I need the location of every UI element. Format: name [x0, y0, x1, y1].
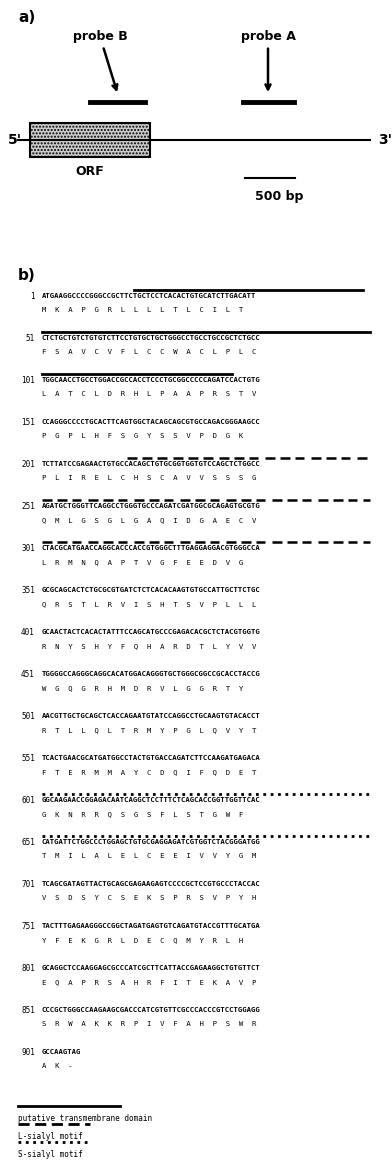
Bar	[30, 122, 150, 157]
Text: 1: 1	[30, 292, 35, 301]
Text: L  R  M  N  Q  A  P  T  V  G  F  E  E  D  V  G: L R M N Q A P T V G F E E D V G	[42, 559, 243, 566]
Text: Q  M  L  G  S  G  L  G  A  Q  I  D  G  A  E  C  V: Q M L G S G L G A Q I D G A E C V	[42, 517, 256, 524]
Text: A  K  -: A K -	[42, 1063, 73, 1069]
Text: b): b)	[18, 268, 36, 283]
Text: TACTTTGAGAAGGGCCGGCTAGATGAGTGTCAGATGTACCGTTTGCATGA: TACTTTGAGAAGGGCCGGCTAGATGAGTGTCAGATGTACC…	[42, 923, 261, 929]
Text: 451: 451	[21, 669, 35, 679]
Text: TCAGCGATAGTTACTGCAGCGAGAAGAGTCCCCGCTCCGTGCCCTACCAC: TCAGCGATAGTTACTGCAGCGAGAAGAGTCCCCGCTCCGT…	[42, 881, 261, 887]
Text: E  Q  A  P  R  S  A  H  R  F  I  T  E  K  A  V  P: E Q A P R S A H R F I T E K A V P	[42, 979, 256, 985]
Text: 51: 51	[26, 333, 35, 343]
Text: CTACGCATGAACCAGGCACCCACCGTGGGCTTTGAGGAGGACGTGGGCCA: CTACGCATGAACCAGGCACCCACCGTGGGCTTTGAGGAGG…	[42, 545, 261, 552]
Text: V  S  D  S  Y  C  S  E  K  S  P  R  S  V  P  Y  H: V S D S Y C S E K S P R S V P Y H	[42, 895, 256, 901]
Text: 500 bp: 500 bp	[255, 190, 303, 203]
Text: P  G  P  L  H  F  S  G  Y  S  S  V  P  D  G  K: P G P L H F S G Y S S V P D G K	[42, 433, 243, 440]
Text: 401: 401	[21, 627, 35, 637]
Text: 201: 201	[21, 459, 35, 469]
Text: TCACTGAACGCATGATGGCCTACTGTGACCAGATCTTCCAAGATGAGACA: TCACTGAACGCATGATGGCCTACTGTGACCAGATCTTCCA…	[42, 756, 261, 761]
Text: R  N  Y  S  H  Y  F  Q  H  A  R  D  T  L  Y  V  V: R N Y S H Y F Q H A R D T L Y V V	[42, 642, 256, 649]
Text: CCAGGGCCCCTGCACTTCAGTGGCTACAGCAGCGTGCCAGACGGGAAGCC: CCAGGGCCCCTGCACTTCAGTGGCTACAGCAGCGTGCCAG…	[42, 419, 261, 426]
Text: 151: 151	[21, 417, 35, 427]
Text: CTCTGCTGTCTGTGTCTTCCTGTGCTGCTGGGCCTGCCTGCCGCTCTGCC: CTCTGCTGTCTGTGTCTTCCTGTGCTGCTGGGCCTGCCTG…	[42, 335, 261, 340]
Text: TGGGGCCAGGGCAGGCACATGGACAGGGTGCTGGGCGGCCGCACCTACCG: TGGGGCCAGGGCAGGCACATGGACAGGGTGCTGGGCGGCC…	[42, 670, 261, 677]
Text: L  A  T  C  L  D  R  H  L  P  A  A  P  R  S  T  V: L A T C L D R H L P A A P R S T V	[42, 391, 256, 396]
Text: T  M  I  L  A  L  E  L  C  E  E  I  V  V  Y  G  M: T M I L A L E L C E E I V V Y G M	[42, 854, 256, 859]
Text: a): a)	[18, 10, 35, 24]
Text: 701: 701	[21, 879, 35, 888]
Text: probe B: probe B	[73, 30, 127, 90]
Text: 551: 551	[21, 753, 35, 763]
Text: AACGTTGCTGCAGCTCACCAGAATGTATCCAGGCCTGCAAGTGTACACCT: AACGTTGCTGCAGCTCACCAGAATGTATCCAGGCCTGCAA…	[42, 712, 261, 719]
Text: F  S  A  V  C  V  F  L  C  C  W  A  C  L  P  L  C: F S A V C V F L C C W A C L P L C	[42, 349, 256, 354]
Text: CCCGCTGGGCCAAGAAGCGACCCATCGTGTTCGCCCACCCGTCCTGGAGG: CCCGCTGGGCCAAGAAGCGACCCATCGTGTTCGCCCACCC…	[42, 1007, 261, 1013]
Text: GCAGGCTCCAAGGAGCGCCCATCGCTTCATTACCGAGAAGGCTGTGTTCT: GCAGGCTCCAAGGAGCGCCCATCGCTTCATTACCGAGAAG…	[42, 965, 261, 971]
Text: R  T  L  L  Q  L  T  R  M  Y  P  G  L  Q  V  Y  T: R T L L Q L T R M Y P G L Q V Y T	[42, 728, 256, 733]
Text: S  R  W  A  K  K  R  P  I  V  F  A  H  P  S  W  R: S R W A K K R P I V F A H P S W R	[42, 1021, 256, 1027]
Text: 301: 301	[21, 543, 35, 553]
Text: ORF: ORF	[76, 166, 104, 178]
Text: putative transmembrane domain: putative transmembrane domain	[18, 1114, 152, 1123]
Text: S-sialyl motif: S-sialyl motif	[18, 1150, 83, 1159]
Text: GCCAAGTAG: GCCAAGTAG	[42, 1049, 82, 1055]
Text: 851: 851	[21, 1005, 35, 1014]
Text: 101: 101	[21, 375, 35, 385]
Text: 5': 5'	[8, 133, 22, 147]
Text: 501: 501	[21, 711, 35, 721]
Text: P  L  I  R  E  L  C  H  S  C  A  V  V  S  S  S  G: P L I R E L C H S C A V V S S S G	[42, 475, 256, 482]
Text: 251: 251	[21, 501, 35, 511]
Text: ATGAAGGCCCCGGGCCGCTTCTGCTCCTCACACTGTGCATCTTGACATT: ATGAAGGCCCCGGGCCGCTTCTGCTCCTCACACTGTGCAT…	[42, 293, 256, 298]
Text: TGGCAACCTGCCTGGACCGCCACCTCCCTGCGGCCCCCAGATCCACTGTG: TGGCAACCTGCCTGGACCGCCACCTCCCTGCGGCCCCCAG…	[42, 377, 261, 382]
Text: 901: 901	[21, 1047, 35, 1056]
Text: M  K  A  P  G  R  L  L  L  L  T  L  C  I  L  T: M K A P G R L L L L T L C I L T	[42, 307, 243, 312]
Text: GCGCAGCACTCTGCGCGTGATCTCTCACACAAGTGTGCCATTGCTTCTGC: GCGCAGCACTCTGCGCGTGATCTCTCACACAAGTGTGCCA…	[42, 586, 261, 593]
Text: F  T  E  R  M  M  A  Y  C  D  Q  I  F  Q  D  E  T: F T E R M M A Y C D Q I F Q D E T	[42, 770, 256, 775]
Text: GCAACTACTCACACTATTTCCAGCATGCCCGAGACACGCTCTACGTGGTG: GCAACTACTCACACTATTTCCAGCATGCCCGAGACACGCT…	[42, 628, 261, 635]
Text: GGCAAGAACCGGAGACAATCAGGCTCCTTTCTCAGCACCGGTTGGTTCAC: GGCAAGAACCGGAGACAATCAGGCTCCTTTCTCAGCACCG…	[42, 798, 261, 803]
Text: Q  R  S  T  L  R  V  I  S  H  T  S  V  P  L  L  L: Q R S T L R V I S H T S V P L L L	[42, 600, 256, 607]
Text: 601: 601	[21, 795, 35, 805]
Text: G  K  N  R  R  Q  S  G  S  F  L  S  T  G  W  F: G K N R R Q S G S F L S T G W F	[42, 812, 243, 817]
Text: 651: 651	[21, 837, 35, 847]
Text: Y  F  E  K  G  R  L  D  E  C  Q  M  Y  R  L  H: Y F E K G R L D E C Q M Y R L H	[42, 937, 243, 943]
Text: CATGATTCTGGCCCTGGAGCTGTGCGAGGAGATCGTGGTCTACGGGATGG: CATGATTCTGGCCCTGGAGCTGTGCGAGGAGATCGTGGTC…	[42, 840, 261, 845]
Text: W  G  Q  G  R  H  M  D  R  V  L  G  G  R  T  Y: W G Q G R H M D R V L G G R T Y	[42, 684, 243, 691]
Text: AGATGCTGGGTTCAGGCCTGGGTGCCCAGATCGATGGCGCAGAGTGCGTG: AGATGCTGGGTTCAGGCCTGGGTGCCCAGATCGATGGCGC…	[42, 503, 261, 510]
Text: 3': 3'	[378, 133, 392, 147]
Text: 801: 801	[21, 963, 35, 972]
Text: TCTTATCCGAGAACTGTGCCACAGCTGTGCGGTGGTGTCCAGCTCTGGCC: TCTTATCCGAGAACTGTGCCACAGCTGTGCGGTGGTGTCC…	[42, 461, 261, 468]
Text: 751: 751	[21, 921, 35, 930]
Text: 351: 351	[21, 585, 35, 595]
Text: L-sialyl motif: L-sialyl motif	[18, 1132, 83, 1142]
Text: probe A: probe A	[241, 30, 296, 90]
